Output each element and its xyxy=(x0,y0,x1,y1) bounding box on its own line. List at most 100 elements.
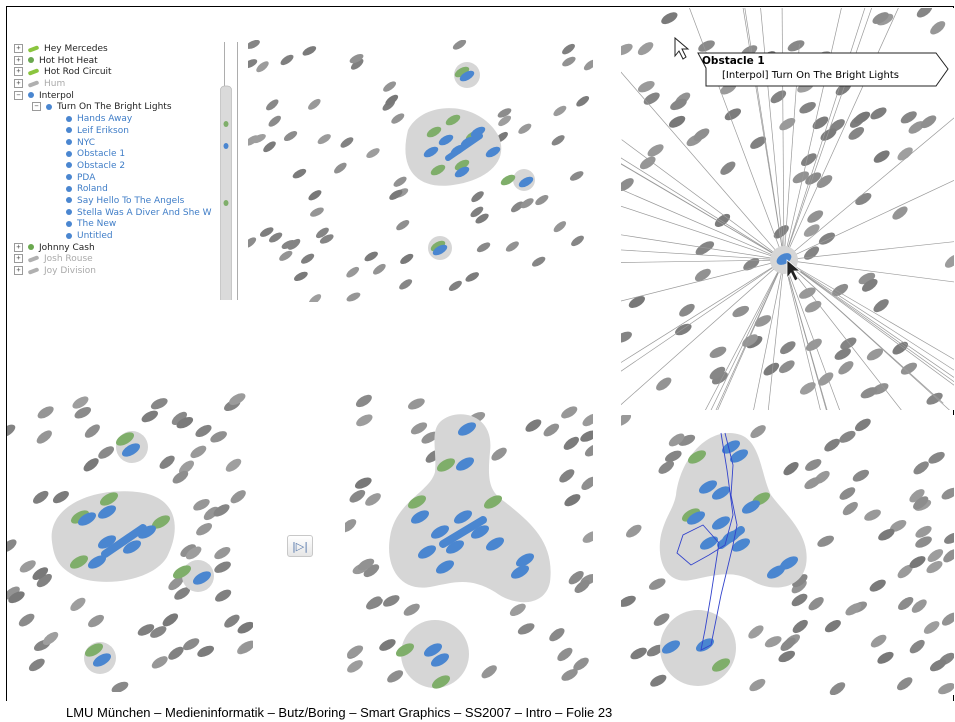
related-song-dot[interactable] xyxy=(394,641,416,660)
selected-song-dot[interactable] xyxy=(694,636,716,655)
tree-item[interactable]: Obstacle 1 xyxy=(14,149,214,161)
related-song-dot[interactable] xyxy=(171,563,193,582)
related-song-dot[interactable] xyxy=(435,456,457,475)
tree-item[interactable]: − Turn On The Bright Lights xyxy=(14,102,214,114)
selected-song-dot[interactable] xyxy=(101,524,147,558)
tree-item[interactable]: Roland xyxy=(14,184,214,196)
selected-song-dot[interactable] xyxy=(469,125,487,140)
selected-song-dot[interactable] xyxy=(434,558,456,577)
selected-song-dot[interactable] xyxy=(730,536,752,555)
view-path-trace[interactable] xyxy=(621,415,954,695)
selected-song-dot[interactable] xyxy=(710,514,732,533)
related-song-dot[interactable] xyxy=(69,508,91,527)
related-song-dot[interactable] xyxy=(429,239,447,254)
selected-song-dot[interactable] xyxy=(765,563,787,582)
related-song-dot[interactable] xyxy=(83,641,105,660)
expand-icon[interactable]: + xyxy=(14,242,23,252)
related-song-dot[interactable] xyxy=(68,553,90,572)
tree-item[interactable]: + Hot Rod Circuit xyxy=(14,67,214,79)
tree-item[interactable]: Leif Erikson xyxy=(14,126,214,138)
selected-song-dot[interactable] xyxy=(778,554,800,573)
selected-song-dot[interactable] xyxy=(429,651,451,670)
selected-song-dot[interactable] xyxy=(452,508,474,527)
expand-icon[interactable]: + xyxy=(14,55,23,65)
related-song-dot[interactable] xyxy=(482,493,504,512)
selected-song-dot[interactable] xyxy=(96,533,118,552)
expand-icon[interactable]: + xyxy=(14,254,23,264)
related-song-dot[interactable] xyxy=(686,448,708,467)
related-song-dot[interactable] xyxy=(680,506,702,525)
selected-song-dot[interactable] xyxy=(484,145,502,160)
tree-item[interactable]: Obstacle 2 xyxy=(14,161,214,173)
selected-song-dot[interactable] xyxy=(697,478,719,497)
tree-item[interactable]: PDA xyxy=(14,173,214,185)
selected-song-dot[interactable] xyxy=(444,538,466,557)
related-song-dot[interactable] xyxy=(444,113,462,128)
expand-icon[interactable]: + xyxy=(14,44,23,53)
view-clustered-medium[interactable] xyxy=(7,392,253,692)
selected-song-dot[interactable] xyxy=(422,145,440,160)
selected-song-dot[interactable] xyxy=(429,523,451,542)
selected-song-dot[interactable] xyxy=(685,509,707,528)
related-song-dot[interactable] xyxy=(430,673,452,692)
selected-song-dot[interactable] xyxy=(453,165,471,180)
selected-song-dot[interactable] xyxy=(422,641,444,660)
tree-item[interactable]: + Hey Mercedes xyxy=(14,44,214,56)
selected-song-dot[interactable] xyxy=(120,441,142,460)
related-song-dot[interactable] xyxy=(425,125,443,140)
tree-item[interactable]: Hands Away xyxy=(14,114,214,126)
related-song-dot[interactable] xyxy=(453,158,471,173)
view-clustered-small[interactable] xyxy=(248,40,593,302)
tree-item[interactable]: Stella Was A Diver And She W xyxy=(14,208,214,220)
selected-song-dot[interactable] xyxy=(439,516,487,548)
selected-song-dot[interactable] xyxy=(710,484,732,503)
selected-song-dot[interactable] xyxy=(191,569,213,588)
selected-song-dot[interactable] xyxy=(121,538,143,557)
selected-song-dot[interactable] xyxy=(660,638,682,657)
selected-song-dot[interactable] xyxy=(91,651,113,670)
selected-song-dot[interactable] xyxy=(96,503,118,522)
skip-button[interactable]: |▷| xyxy=(287,535,313,557)
related-song-dot[interactable] xyxy=(429,163,447,178)
selected-song-dot[interactable] xyxy=(431,243,449,258)
tree-scrollbar[interactable] xyxy=(214,42,238,300)
selected-song-dot[interactable] xyxy=(720,438,742,457)
tree-item[interactable]: + Hot Hot Heat xyxy=(14,55,214,68)
tree-item[interactable]: + Hum xyxy=(14,79,214,91)
selected-song-dot[interactable] xyxy=(740,498,762,517)
selected-song-dot[interactable] xyxy=(517,175,535,190)
related-song-dot[interactable] xyxy=(406,493,428,512)
selected-song-dot[interactable] xyxy=(717,526,745,549)
selected-song-dot[interactable] xyxy=(416,543,438,562)
related-song-dot[interactable] xyxy=(98,490,120,509)
tree-item[interactable]: NYC xyxy=(14,138,214,150)
related-song-dot[interactable] xyxy=(114,430,136,449)
expand-icon[interactable]: + xyxy=(14,67,23,77)
tree-item[interactable]: + Joy Division xyxy=(14,266,214,278)
tree-item[interactable]: − Interpol xyxy=(14,90,214,103)
collapse-icon[interactable]: − xyxy=(14,90,23,100)
related-song-dot[interactable] xyxy=(150,513,172,532)
related-song-dot[interactable] xyxy=(453,65,471,80)
selected-song-dot[interactable] xyxy=(484,535,506,554)
selected-song-dot[interactable] xyxy=(409,508,431,527)
tree-item[interactable]: + Josh Rouse xyxy=(14,254,214,266)
selected-song-dot[interactable] xyxy=(456,420,478,439)
collapse-icon[interactable]: − xyxy=(32,102,41,112)
selected-song-dot[interactable] xyxy=(454,455,476,474)
related-song-dot[interactable] xyxy=(499,173,517,188)
selected-song-dot[interactable] xyxy=(509,563,531,582)
tree-item[interactable]: The New xyxy=(14,219,214,231)
selected-song-dot[interactable] xyxy=(458,69,476,84)
tree-item[interactable]: Say Hello To The Angels xyxy=(14,196,214,208)
tree-item[interactable]: Untitled xyxy=(14,231,214,243)
selected-song-dot[interactable] xyxy=(445,133,483,161)
selected-song-dot[interactable] xyxy=(728,447,750,466)
selected-song-dot[interactable] xyxy=(514,551,536,570)
expand-icon[interactable]: + xyxy=(14,266,23,276)
selected-song-dot[interactable] xyxy=(76,510,98,529)
expand-icon[interactable]: + xyxy=(14,79,23,89)
tree-item[interactable]: + Johnny Cash xyxy=(14,242,214,255)
selected-song-dot[interactable] xyxy=(86,553,108,572)
selected-song-dot[interactable] xyxy=(136,523,158,542)
